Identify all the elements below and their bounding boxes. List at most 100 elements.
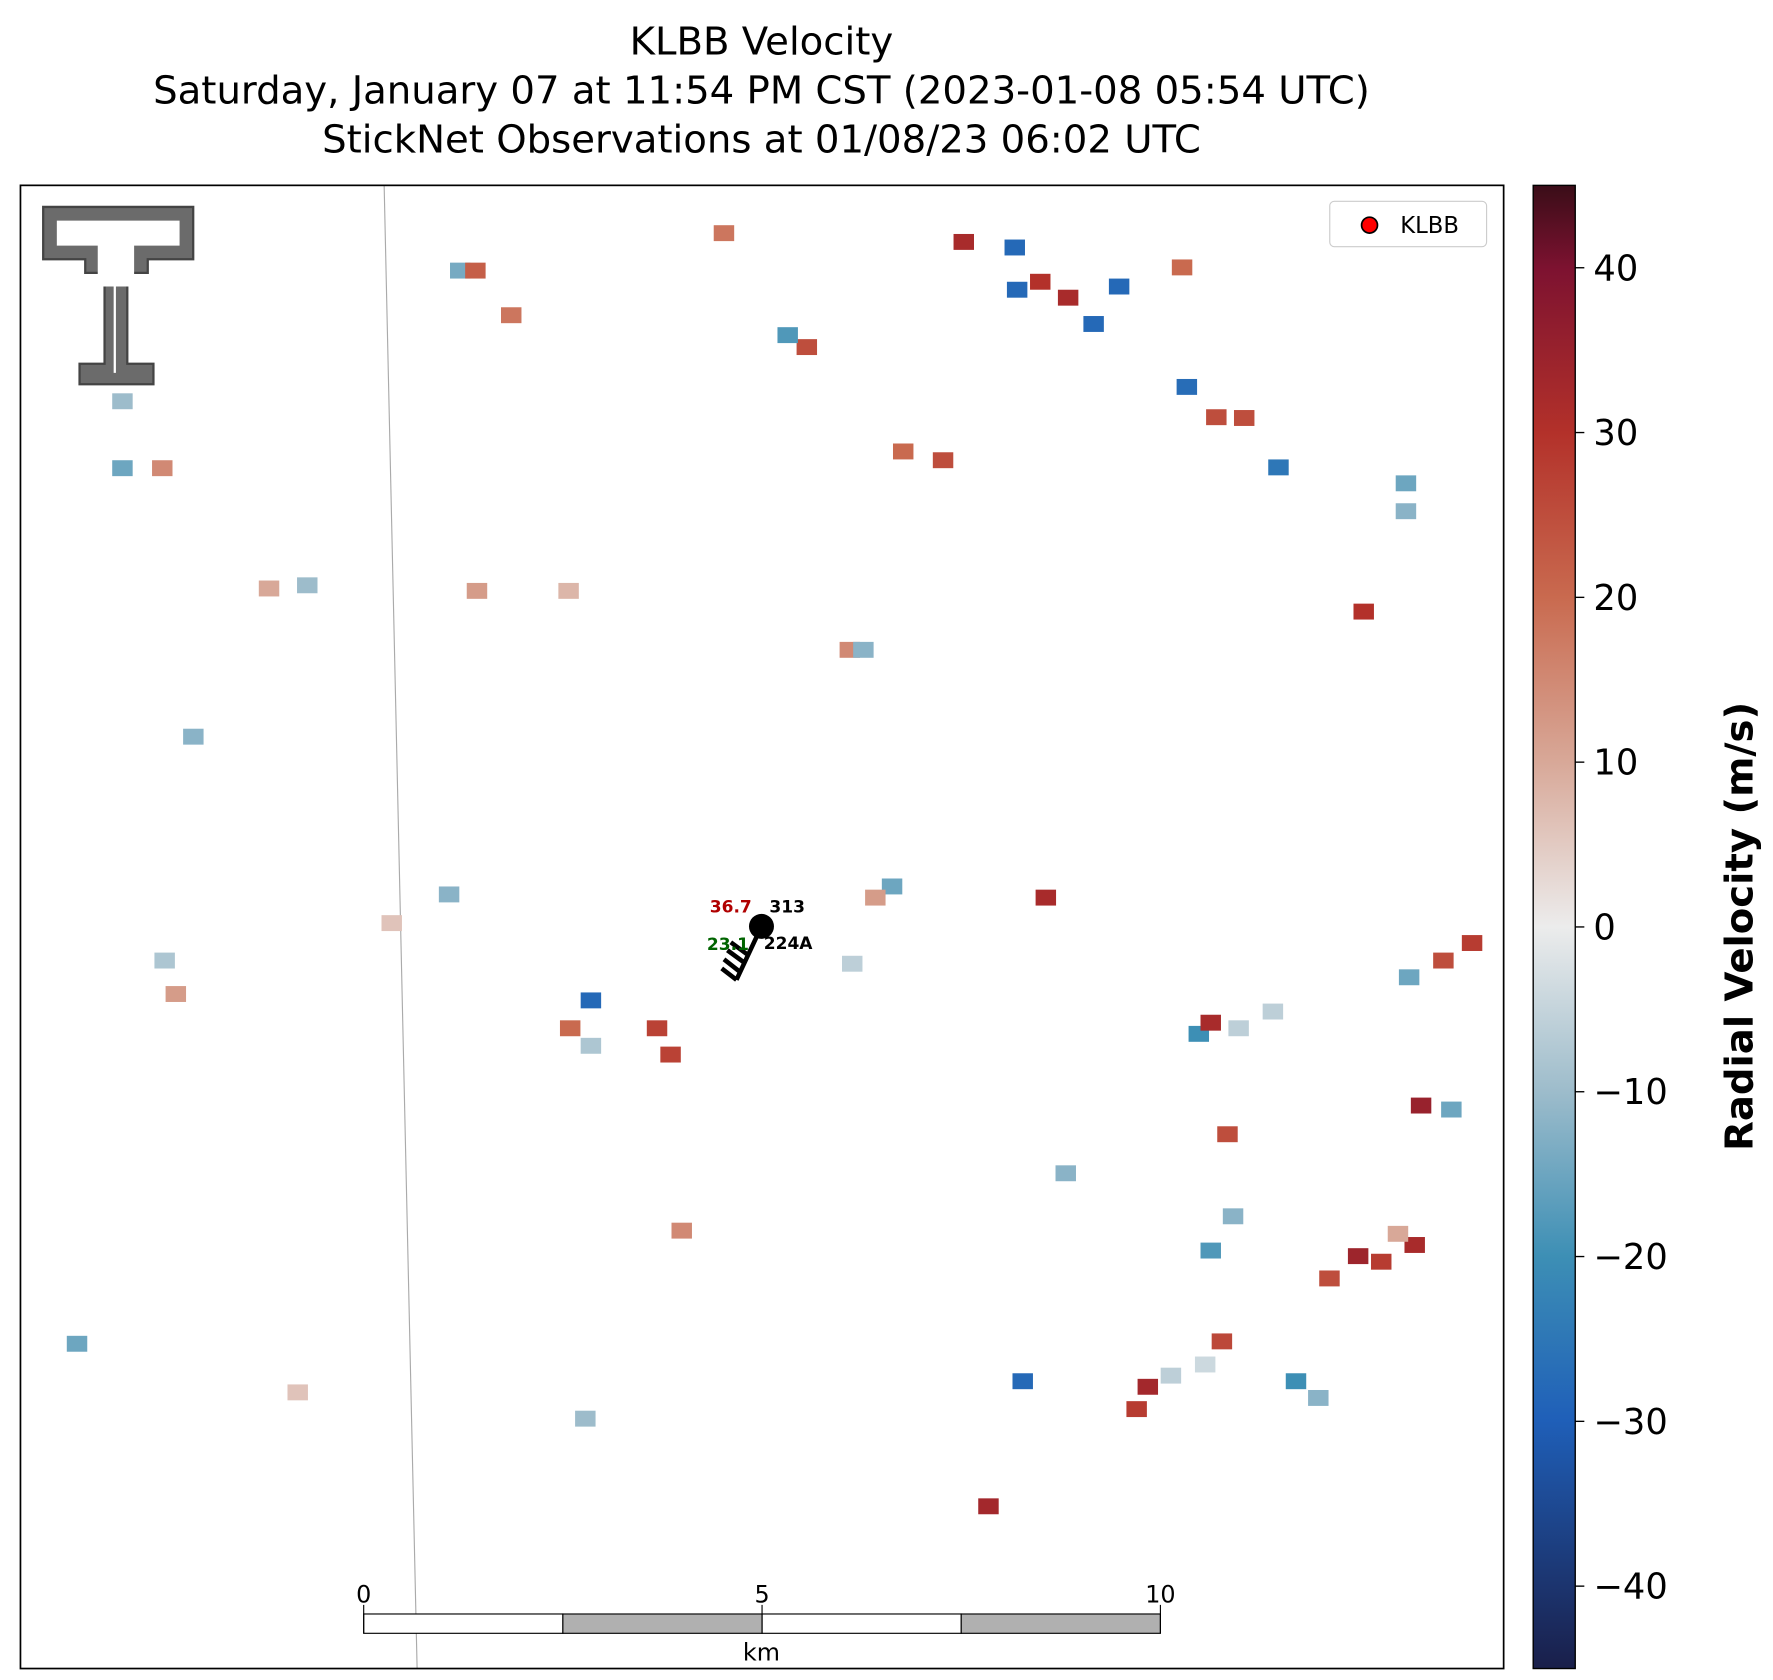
radar-cell xyxy=(1030,273,1051,290)
radar-cell xyxy=(1441,1101,1462,1118)
colorbar-tick-label: 40 xyxy=(1593,248,1638,289)
radar-cell xyxy=(1035,889,1057,906)
direction: 313 xyxy=(769,898,805,918)
radar-cell xyxy=(978,1498,999,1515)
radar-cell xyxy=(66,1335,88,1352)
radar-cell xyxy=(1217,1126,1238,1143)
legend-marker xyxy=(1360,216,1379,234)
radar-cell xyxy=(1353,603,1374,620)
radar-cell xyxy=(287,1384,308,1401)
scale-segment xyxy=(960,1613,1161,1634)
legend-box xyxy=(1329,200,1488,248)
radar-cell xyxy=(466,582,488,599)
radar-cell xyxy=(1461,935,1483,951)
colorbar-tick-label: 10 xyxy=(1593,743,1638,784)
radar-cell xyxy=(297,577,318,594)
dewpoint: 23.1 xyxy=(707,935,749,955)
radar-cell xyxy=(660,1046,681,1063)
radar-cell xyxy=(1057,289,1079,306)
scale-unit: km xyxy=(743,1639,780,1667)
legend-label: KLBB xyxy=(1400,213,1459,239)
radar-cell xyxy=(1410,1097,1432,1114)
subtitle: Saturday, January 07 at 11:54 PM CST (20… xyxy=(153,69,1370,114)
radar-cell xyxy=(1006,281,1028,298)
radar-cell xyxy=(580,1037,602,1054)
radar-cell xyxy=(1404,1237,1425,1253)
radar-cell xyxy=(1433,952,1454,969)
colorbar-tick-label: −40 xyxy=(1593,1567,1667,1608)
radar-cell xyxy=(1347,1248,1369,1265)
radar-cell xyxy=(258,580,280,597)
radar-cell xyxy=(1194,1356,1216,1373)
radar-cell xyxy=(1371,1253,1392,1270)
radar-cell xyxy=(1285,1373,1307,1390)
scale-tick-label: 5 xyxy=(754,1581,769,1609)
radar-cell xyxy=(1176,378,1198,395)
scale-segment xyxy=(562,1613,763,1634)
scale-bar: km 0 5 10 xyxy=(356,1581,1175,1667)
radar-cell xyxy=(465,262,486,279)
radar-cell xyxy=(152,460,173,477)
radar-cell xyxy=(154,952,175,969)
scale-tick-label: 0 xyxy=(356,1581,371,1609)
radar-cell xyxy=(1308,1389,1329,1406)
radar-cell xyxy=(932,452,954,469)
radar-cell xyxy=(580,992,602,1009)
map xyxy=(66,185,1483,1669)
radar-cell xyxy=(1200,1242,1221,1259)
radar-cell xyxy=(1387,1225,1409,1242)
radar-cell xyxy=(1108,278,1130,295)
colorbar-tick-label: −30 xyxy=(1593,1402,1667,1443)
radar-cell xyxy=(1398,969,1420,986)
station: 36.7 313 23.1 224A xyxy=(707,898,813,982)
radar-cell xyxy=(1395,503,1417,520)
radar-cell xyxy=(953,233,974,250)
radar-cell xyxy=(1233,410,1255,426)
radar-cell xyxy=(183,728,204,745)
radar-cell xyxy=(1222,1208,1244,1225)
radar-cell xyxy=(1268,459,1289,476)
radar-cell xyxy=(558,582,579,599)
radar-cell xyxy=(1200,1014,1221,1031)
colorbar-tick-label: −10 xyxy=(1593,1072,1667,1113)
radar-cell xyxy=(1083,316,1104,332)
radar-cell xyxy=(796,339,818,356)
radar-cell xyxy=(1004,239,1025,256)
radar-cell xyxy=(1211,1333,1233,1350)
radar-cell xyxy=(165,986,187,1002)
radar-cell xyxy=(501,307,522,324)
radar-cell xyxy=(1126,1401,1147,1418)
map-frame xyxy=(19,184,1505,1670)
scale-segment xyxy=(363,1613,564,1634)
radar-cell xyxy=(1171,259,1193,276)
colorbar-tick-label: 30 xyxy=(1593,413,1638,454)
radar-cell xyxy=(892,443,914,460)
title: KLBB Velocity xyxy=(630,20,894,65)
colorbar-label: Radial Velocity (m/s) xyxy=(1718,702,1763,1151)
scale-tick-label: 10 xyxy=(1145,1581,1175,1609)
radar-cell xyxy=(865,889,886,906)
radar-cell xyxy=(112,393,133,410)
radar-cell xyxy=(1055,1165,1076,1182)
radar-cell xyxy=(112,460,133,477)
logo xyxy=(42,205,195,386)
radar-cell xyxy=(1012,1373,1033,1390)
radar-cell xyxy=(438,886,460,903)
colorbar-tick-label: 0 xyxy=(1593,907,1615,948)
legend: KLBB xyxy=(1329,200,1488,248)
radar-cell xyxy=(1228,1020,1249,1037)
colorbar-tick-label: 20 xyxy=(1593,578,1638,619)
radar-cell xyxy=(671,1222,692,1239)
radar-cell xyxy=(559,1020,581,1037)
radar-cell xyxy=(646,1020,668,1037)
radar-cell xyxy=(1319,1270,1340,1287)
temperature: 36.7 xyxy=(710,898,752,918)
radar-cell xyxy=(1206,409,1227,426)
radar-cell xyxy=(777,327,798,344)
colorbar xyxy=(1532,184,1576,1670)
subtitle: StickNet Observations at 01/08/23 06:02 … xyxy=(322,117,1201,162)
radar-cell xyxy=(1395,475,1417,492)
scale-segment xyxy=(761,1613,962,1634)
colorbar-tick-label: −20 xyxy=(1593,1237,1667,1278)
